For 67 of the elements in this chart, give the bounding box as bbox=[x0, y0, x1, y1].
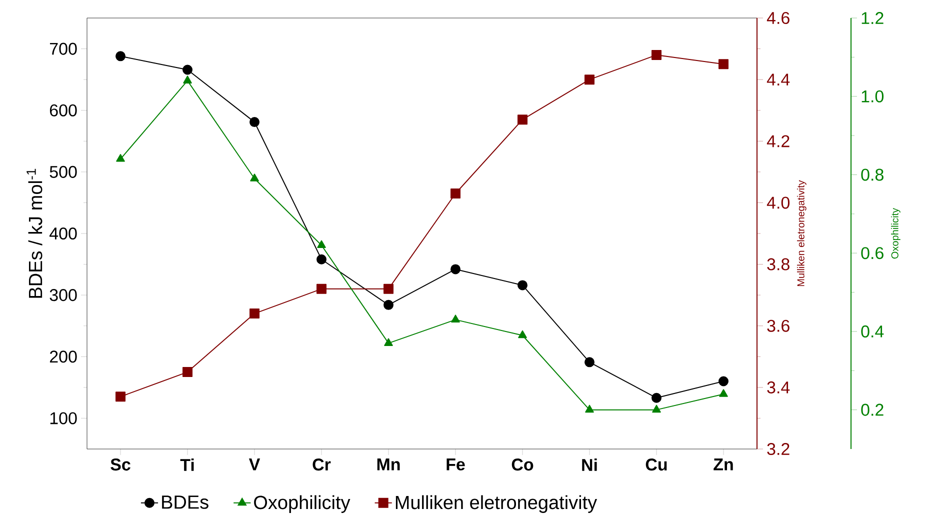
point bbox=[652, 392, 662, 403]
x-tick-label: Sc bbox=[110, 458, 130, 471]
y2-axis-title: Mulliken eletronegativity bbox=[797, 180, 806, 286]
y-tick-label: 400 bbox=[49, 227, 77, 240]
point bbox=[182, 64, 193, 75]
y2-tick-label: 4.0 bbox=[766, 196, 790, 209]
x-tick-label: Co bbox=[512, 458, 534, 471]
point bbox=[518, 114, 528, 125]
point bbox=[718, 376, 729, 386]
x-tick-label: Ni bbox=[582, 458, 597, 471]
point bbox=[384, 338, 393, 346]
point bbox=[652, 404, 661, 413]
y-tick-label: 200 bbox=[50, 350, 77, 363]
point bbox=[384, 284, 394, 294]
point bbox=[317, 240, 326, 248]
x-tick-label: Fe bbox=[446, 458, 465, 470]
x-tick-label: Ti bbox=[180, 458, 194, 471]
legend-label: Mulliken eletronegativity bbox=[396, 495, 598, 513]
x-tick-label: Zn bbox=[714, 458, 733, 470]
y3-tick-label: 1.2 bbox=[862, 12, 884, 24]
point bbox=[451, 314, 460, 322]
y3-tick-label: 0.6 bbox=[861, 247, 884, 260]
legend-label: Oxophilicity bbox=[254, 495, 350, 513]
point bbox=[384, 300, 394, 310]
point bbox=[250, 117, 260, 128]
point bbox=[652, 50, 662, 60]
legend-label: BDEs bbox=[162, 496, 208, 509]
point bbox=[518, 330, 527, 338]
point bbox=[450, 264, 461, 274]
point bbox=[116, 154, 125, 162]
y-axis-title: BDEs / kJ mol$^{-1}$ bbox=[26, 168, 42, 298]
y2-tick-label: 3.4 bbox=[767, 381, 790, 394]
y2-tick-label: 4.4 bbox=[766, 74, 790, 86]
point bbox=[719, 389, 728, 397]
y2-tick-label: 4.2 bbox=[766, 135, 790, 148]
y3-tick-label: 0.4 bbox=[861, 325, 884, 338]
y-tick-label: 600 bbox=[50, 104, 77, 116]
y-tick-label: 300 bbox=[50, 289, 77, 302]
y-tick-label: 700 bbox=[50, 42, 77, 55]
point bbox=[116, 392, 126, 402]
y-tick-label: 100 bbox=[50, 412, 77, 424]
y2-tick-label: 3.2 bbox=[767, 442, 790, 456]
point bbox=[250, 174, 259, 182]
point bbox=[584, 357, 595, 368]
point bbox=[116, 51, 126, 62]
y2-tick-label: 4.6 bbox=[766, 12, 790, 24]
y3-tick-label: 0.8 bbox=[861, 168, 884, 181]
point bbox=[584, 74, 595, 85]
y3-tick-label: 0.2 bbox=[861, 404, 884, 416]
point bbox=[450, 188, 461, 198]
y-tick-label: 500 bbox=[50, 166, 77, 178]
x-tick-label: V bbox=[248, 458, 260, 470]
x-tick-label: Cr bbox=[312, 458, 331, 471]
point bbox=[183, 76, 192, 84]
point bbox=[182, 367, 193, 378]
point bbox=[250, 308, 260, 319]
point bbox=[718, 59, 729, 70]
point bbox=[316, 254, 327, 264]
x-tick-label: Mn bbox=[377, 458, 400, 470]
y2-tick-label: 3.6 bbox=[767, 320, 790, 332]
y2-tick-label: 3.8 bbox=[767, 258, 790, 270]
y3-tick-label: 1.0 bbox=[862, 90, 884, 102]
point bbox=[518, 280, 528, 290]
x-tick-label: Cu bbox=[646, 458, 667, 471]
point bbox=[585, 404, 594, 413]
point bbox=[316, 284, 327, 294]
y3-axis-title: Oxophilicity bbox=[891, 208, 900, 259]
